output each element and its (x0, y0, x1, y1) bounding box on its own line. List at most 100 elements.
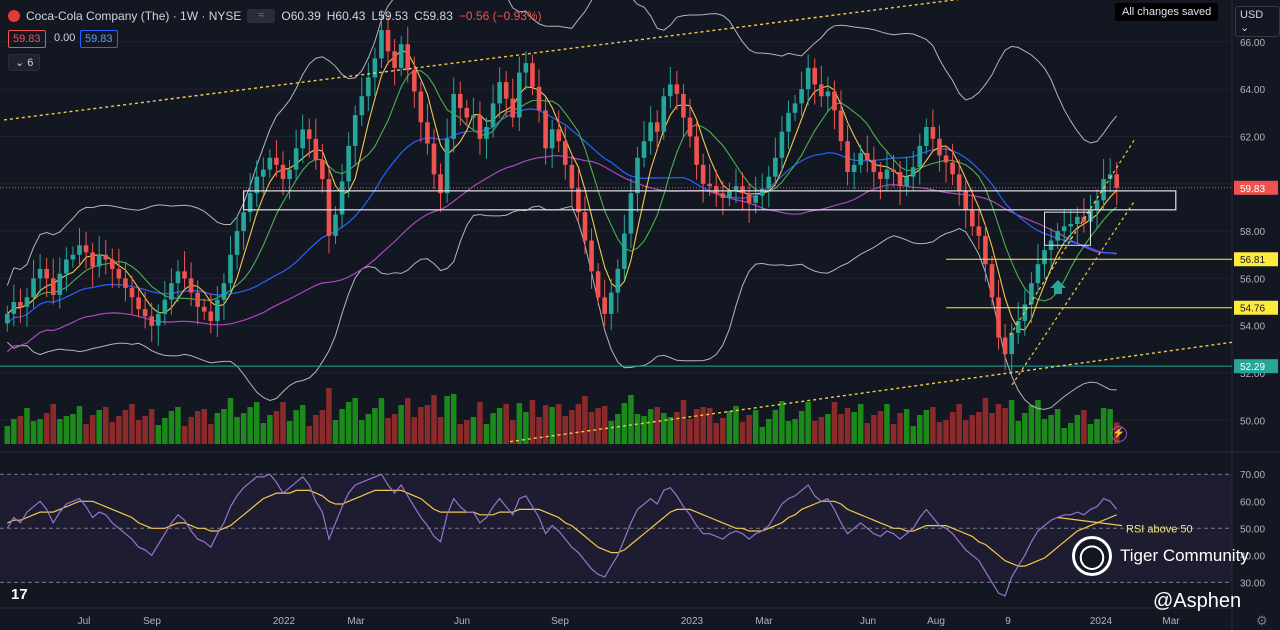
candle-body (215, 299, 220, 321)
candle-body (457, 93, 463, 109)
symbol-title[interactable]: Coca-Cola Company (The) · 1W · NYSE (26, 9, 242, 23)
time-tick-label: 9 (1005, 616, 1011, 627)
candle-body (759, 188, 765, 196)
volume-bar (70, 414, 76, 444)
alert-bolt-icon[interactable]: ⚡ (1111, 426, 1127, 442)
candle-body (720, 193, 726, 198)
volume-bar (57, 419, 63, 444)
volume-bar (306, 426, 313, 444)
candle-body (300, 129, 305, 149)
candle-body (155, 313, 161, 326)
candle-body (562, 141, 568, 165)
candle-body (484, 127, 489, 139)
volume-bar (838, 414, 844, 444)
candle-body (615, 268, 621, 293)
volume-bar (713, 423, 720, 444)
volume-bar (641, 416, 647, 444)
volume-bar (404, 398, 411, 444)
volume-bar (582, 396, 588, 444)
volume-bar (516, 403, 523, 444)
volume-bar (1054, 409, 1061, 444)
volume-bar (871, 415, 877, 444)
candle-body (799, 89, 804, 104)
volume-bar (739, 422, 746, 444)
volume-bar (857, 404, 864, 444)
settings-gear-icon[interactable]: ⚙ (1256, 613, 1268, 628)
candle-body (792, 103, 798, 113)
candle-body (129, 287, 135, 298)
volume-bar (930, 407, 936, 444)
author-watermark: @Asphen (1153, 590, 1242, 612)
candle-body (956, 174, 962, 191)
spread-value: 0.00 (54, 32, 76, 44)
price-tick-label: 54.00 (1240, 322, 1265, 333)
candle-body (681, 93, 686, 118)
candle-body (346, 145, 351, 182)
volume-bar (720, 418, 726, 444)
candle-body (904, 176, 909, 187)
candle-body (628, 193, 634, 234)
compare-toggle-icon[interactable]: ≈ (247, 9, 276, 23)
volume-bar (464, 420, 470, 444)
rsi-ma-line (7, 489, 1117, 567)
volume-bar (969, 415, 976, 444)
rsi-tick-label: 50.00 (1240, 524, 1265, 535)
volume-bar (227, 398, 234, 444)
volume-bar (339, 409, 345, 444)
candle-body (503, 82, 509, 99)
candle-body (188, 278, 194, 293)
indicator-toggle[interactable]: ⌄ 6 (8, 54, 41, 71)
buy-price-box[interactable]: 59.83 (80, 30, 118, 48)
rsi-annotation-pointer (1057, 516, 1123, 527)
candle-body (234, 231, 240, 255)
symbol-header: Coca-Cola Company (The) · 1W · NYSE ≈ O6… (8, 6, 542, 26)
candle-body (1055, 231, 1060, 241)
sell-price-box[interactable]: 59.83 (8, 30, 46, 48)
candle-body (50, 278, 56, 295)
candle-body (582, 212, 588, 241)
candle-body (1114, 174, 1120, 188)
candle-body (477, 115, 483, 139)
time-tick-label: 2023 (681, 616, 704, 627)
candle-body (773, 157, 778, 177)
volume-bar (148, 409, 155, 444)
volume-bar (89, 415, 96, 444)
candle-body (90, 252, 95, 267)
candle-body (832, 91, 837, 111)
candle-body (208, 311, 214, 321)
ma-long-line (6, 155, 1117, 353)
volume-bar (319, 410, 326, 444)
volume-bar (37, 419, 43, 444)
volume-bar (1035, 400, 1041, 444)
candle-body (556, 129, 562, 142)
candle-body (805, 67, 811, 90)
price-axis-badge (1234, 300, 1278, 315)
candle-body (891, 169, 896, 172)
volume-bar (24, 408, 30, 444)
candle-body (241, 212, 246, 232)
volume-bar (398, 405, 404, 444)
volume-bar (1028, 405, 1035, 444)
candle-body (359, 96, 365, 116)
volume-bar (982, 398, 989, 444)
candle-body (261, 169, 266, 177)
volume-bar (1041, 419, 1048, 444)
time-tick-label: Mar (755, 616, 773, 627)
volume-bar (831, 402, 838, 444)
price-tick-label: 50.00 (1240, 416, 1265, 427)
volume-bar (444, 396, 450, 444)
volume-bar (917, 415, 923, 444)
volume-bar (1087, 424, 1094, 444)
volume-bar (503, 404, 509, 444)
currency-selector[interactable]: USD ⌄ (1235, 6, 1280, 37)
volume-bar (332, 420, 339, 444)
time-tick-label: Jun (454, 616, 470, 627)
volume-bar (805, 402, 811, 444)
price-axis-badge-label: 56.81 (1240, 255, 1265, 266)
candle-body (917, 145, 923, 168)
candle-body (779, 131, 785, 158)
volume-bar (11, 419, 17, 444)
time-tick-label: Jul (78, 616, 91, 627)
volume-bar (109, 422, 116, 444)
